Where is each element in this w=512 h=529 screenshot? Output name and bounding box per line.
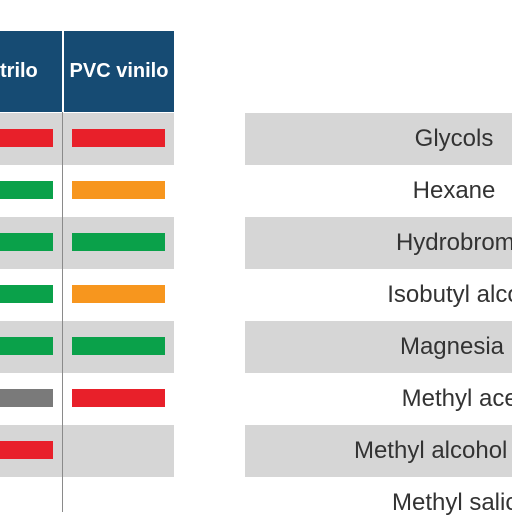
pvc-rating-bar-green — [72, 337, 165, 355]
chemical-row: Hexane — [245, 165, 512, 217]
header-pvc-label: PVC vinilo — [69, 60, 169, 82]
pvc-rating-bar-green — [72, 233, 165, 251]
column-divider — [62, 112, 63, 512]
nitrilo-rating-bar-red — [0, 129, 53, 147]
chemical-name: Hexane — [412, 177, 496, 204]
nitrilo-rating-bar-gray — [0, 389, 53, 407]
chemical-row: Methyl salicyla — [245, 477, 512, 529]
chemical-name: Methyl acetat — [401, 385, 512, 412]
chemical-row: Magnesia — [245, 321, 512, 373]
nitrilo-rating-bar-green — [0, 233, 53, 251]
chemical-row: Hydrobromic ac — [245, 217, 512, 269]
chemical-row: Isobutyl alcohol (Isob — [245, 269, 512, 321]
pvc-rating-bar-orange — [72, 181, 165, 199]
chemical-row: Methyl acetat — [245, 373, 512, 425]
chemical-row: Methyl alcohol (or m — [245, 425, 512, 477]
chemical-name: Glycols — [414, 125, 494, 152]
pvc-rating-bar-red — [72, 389, 165, 407]
header-nitrilo: trilo — [0, 31, 62, 112]
chemical-name: Magnesia — [399, 333, 505, 360]
header-pvc-vinilo: PVC vinilo — [64, 31, 174, 112]
header-nitrilo-label: trilo — [0, 60, 38, 82]
chemical-compatibility-page: trilo PVC vinilo Glycols Hexane Hydrobrom i… — [0, 31, 512, 516]
chemical-name: Methyl salicyla — [391, 489, 512, 516]
nitrilo-rating-bar-red — [0, 441, 53, 459]
nitrilo-rating-bar-green — [0, 337, 53, 355]
nitrilo-rating-bar-green — [0, 181, 53, 199]
pvc-rating-bar-red — [72, 129, 165, 147]
nitrilo-rating-bar-green — [0, 285, 53, 303]
pvc-rating-bar-orange — [72, 285, 165, 303]
chemical-name: Methyl alcohol (or m — [353, 437, 512, 464]
chemical-name: Hydrobromic ac — [395, 229, 512, 256]
chemical-name: Isobutyl alcohol (Isob — [387, 281, 512, 308]
chemical-row: Glycols — [245, 113, 512, 165]
